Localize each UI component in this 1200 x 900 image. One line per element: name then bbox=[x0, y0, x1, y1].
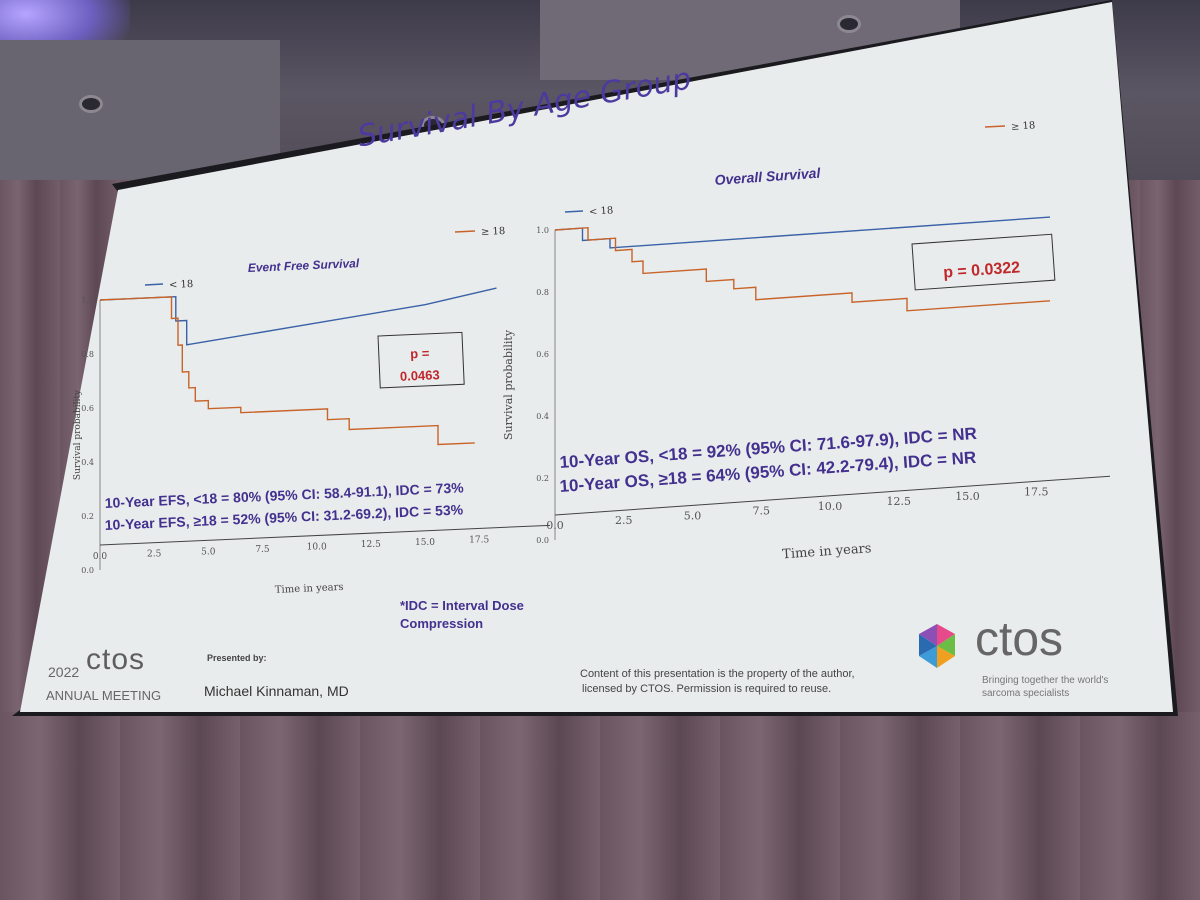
meeting-name: ANNUAL MEETING bbox=[46, 688, 162, 703]
y-tick-label: 0.0 bbox=[536, 536, 549, 545]
p-value-box bbox=[911, 233, 1056, 291]
legend-swatch-lt18 bbox=[564, 210, 584, 213]
x-tick-label: 7.5 bbox=[255, 545, 270, 555]
x-axis-label: Time in years bbox=[782, 541, 872, 562]
footnote-line-2: Compression bbox=[400, 616, 484, 631]
x-tick-label: 10.0 bbox=[307, 543, 327, 553]
presenter-name: Michael Kinnaman, MD bbox=[204, 683, 349, 699]
chart-title: Overall Survival bbox=[714, 165, 822, 188]
legend-swatch-lt18 bbox=[144, 283, 164, 286]
x-tick-label: 5.0 bbox=[684, 509, 702, 522]
series-line-ge18 bbox=[99, 296, 475, 446]
y-axis-label: Survival probability bbox=[73, 389, 83, 480]
os-chart: 0.0 0.2 0.4 0.6 0.8 1.0 0.0 2.5 5.0 7.5 10.0 12.5 15… bbox=[502, 120, 1111, 562]
efs-chart: 0.0 0.2 0.4 0.6 0.8 1.0 0.0 2.5 5.0 7.5 10.0 12.5 15… bbox=[73, 226, 551, 596]
series-line-lt18 bbox=[99, 287, 497, 346]
y-tick-label: 1.0 bbox=[536, 226, 549, 235]
x-axis-line bbox=[99, 524, 551, 546]
y-tick-label: 0.4 bbox=[81, 458, 94, 467]
y-tick-label: 0.2 bbox=[81, 512, 94, 521]
x-tick-label: 2.5 bbox=[147, 550, 162, 560]
legend-label-ge18: ≥ 18 bbox=[1011, 120, 1036, 133]
x-tick-label: 17.5 bbox=[1024, 485, 1049, 498]
y-tick-label: 0.6 bbox=[81, 404, 94, 413]
ctos-logo-mark-icon bbox=[919, 624, 955, 668]
x-tick-label: 0.0 bbox=[93, 552, 108, 562]
copyright-line-1: Content of this presentation is the prop… bbox=[580, 668, 855, 680]
p-value-box bbox=[377, 331, 465, 389]
y-tick-label: 0.8 bbox=[536, 288, 549, 297]
y-tick-label: 0.4 bbox=[536, 412, 549, 421]
legend-label-lt18: < 18 bbox=[589, 205, 614, 218]
series-line-lt18 bbox=[554, 216, 1051, 249]
x-tick-label: 12.5 bbox=[887, 495, 912, 508]
chart-title: Event Free Survival bbox=[248, 256, 361, 275]
x-tick-label: 10.0 bbox=[818, 500, 843, 513]
p-value-label: p = 0.0322 bbox=[943, 259, 1021, 281]
x-tick-label: 15.0 bbox=[415, 538, 435, 548]
x-tick-label: 15.0 bbox=[955, 490, 980, 503]
x-tick-label: 7.5 bbox=[753, 505, 771, 518]
meeting-year: 2022 bbox=[48, 664, 80, 680]
x-tick-label: 0.0 bbox=[546, 519, 564, 532]
legend-label-ge18: ≥ 18 bbox=[481, 226, 506, 238]
y-axis-label: Survival probability bbox=[502, 329, 515, 440]
legend-swatch-ge18 bbox=[984, 125, 1006, 128]
x-tick-label: 12.5 bbox=[361, 540, 381, 550]
y-tick-label: 0.0 bbox=[81, 566, 94, 575]
p-value-number: 0.0463 bbox=[400, 367, 440, 384]
copyright-line-2: licensed by CTOS. Permission is required… bbox=[582, 683, 832, 695]
meeting-brand: ctos bbox=[86, 643, 146, 676]
y-tick-label: 0.6 bbox=[536, 350, 549, 359]
legend-label-lt18: < 18 bbox=[169, 279, 194, 291]
x-tick-label: 2.5 bbox=[615, 514, 633, 527]
logo-tagline-1: Bringing together the world's bbox=[982, 675, 1109, 686]
legend-swatch-ge18 bbox=[454, 230, 476, 233]
x-tick-label: 17.5 bbox=[469, 535, 489, 545]
x-axis-line bbox=[554, 475, 1111, 516]
y-tick-label: 0.8 bbox=[81, 350, 94, 359]
series-line-ge18 bbox=[554, 226, 1051, 312]
y-tick-label: 1.0 bbox=[81, 296, 94, 305]
stage-curtain-bottom bbox=[0, 712, 1200, 900]
presented-by-label: Presented by: bbox=[207, 653, 267, 663]
p-value-label: p = bbox=[410, 346, 430, 362]
x-axis-label: Time in years bbox=[275, 582, 344, 596]
ctos-logo-text: ctos bbox=[975, 613, 1064, 666]
footnote-line-1: *IDC = Interval Dose bbox=[400, 598, 524, 613]
spotlight bbox=[840, 18, 858, 30]
x-tick-label: 5.0 bbox=[201, 547, 216, 557]
spotlight bbox=[82, 98, 100, 110]
y-tick-label: 0.2 bbox=[536, 474, 549, 483]
logo-tagline-2: sarcoma specialists bbox=[982, 688, 1070, 699]
